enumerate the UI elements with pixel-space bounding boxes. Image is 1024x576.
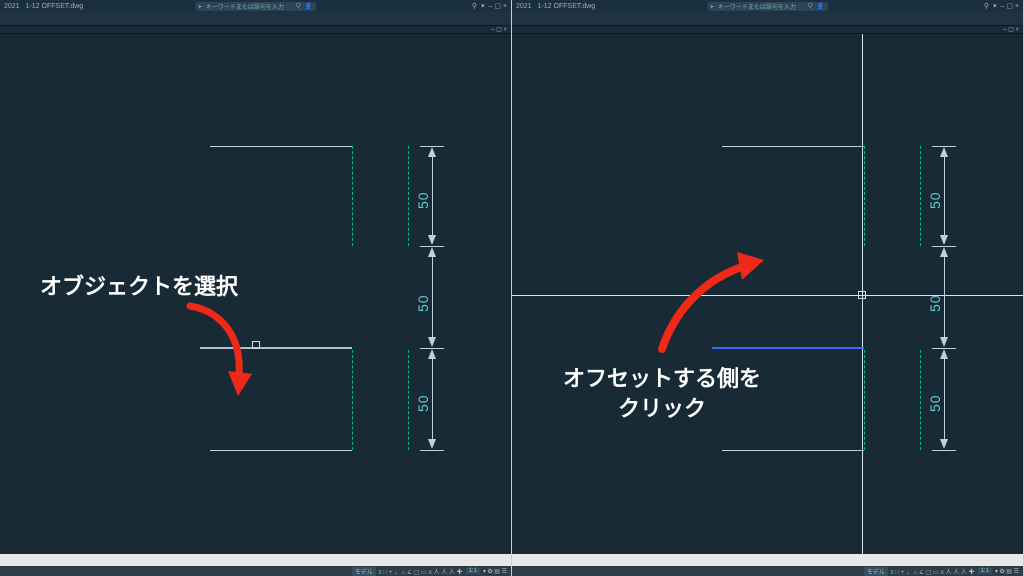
share-icon[interactable]: ⚲ xyxy=(472,2,477,10)
status-tail[interactable]: ▾ ✿ ▤ ☰ xyxy=(483,568,507,575)
search-box-r[interactable]: ▸ キーワードまたは語句を入力 Q 👤 xyxy=(707,2,828,11)
status-wrap: モデル ᎒᎒ ∷ + ∟ ⌂ ∠ ▢ ▭ ≡ 人 人 人 ✚ 1:1 ▾ ✿ ▤… xyxy=(0,554,511,576)
pickbox-cursor-r xyxy=(858,291,866,299)
search-placeholder: キーワードまたは語句を入力 xyxy=(206,2,284,11)
command-line-r[interactable] xyxy=(512,554,1023,566)
arrow-dn-2-r xyxy=(940,337,948,347)
arrow-dn-3-r xyxy=(940,439,948,449)
arrow-up-2-r xyxy=(940,247,948,257)
arrow-dn-1 xyxy=(428,235,436,245)
annotation-right: オフセットする側を クリック xyxy=(532,364,792,423)
dimline-1 xyxy=(432,149,433,243)
doc-close-r[interactable]: – ▢ × xyxy=(1003,27,1019,33)
dim-50-1-r: 50 xyxy=(927,191,943,209)
dash-v1-top-r xyxy=(864,146,865,246)
anno-r-line2: クリック xyxy=(618,396,706,421)
doc-tab-strip-r[interactable]: – ▢ × xyxy=(512,26,1023,34)
red-arrow-right xyxy=(642,254,772,364)
anno-r-line1: オフセットする側を xyxy=(563,366,761,391)
filename: 1-12 OFFSET.dwg xyxy=(26,3,84,10)
arrow-up-1 xyxy=(428,147,436,157)
status-model[interactable]: モデル xyxy=(352,567,376,576)
arrow-up-2 xyxy=(428,247,436,257)
status-scale[interactable]: 1:1 xyxy=(466,568,480,574)
search-dot: ▸ xyxy=(199,3,202,10)
dash-v2-bot-r xyxy=(920,350,921,450)
app-year-r: 2021 xyxy=(516,3,532,10)
dash-v1-bot xyxy=(352,350,353,450)
dropdown-icon-r[interactable]: ▾ xyxy=(993,2,997,10)
status-scale-r[interactable]: 1:1 xyxy=(978,568,992,574)
arrow-up-3-r xyxy=(940,349,948,359)
ribbon-r[interactable] xyxy=(512,12,1023,26)
hline-bot-r xyxy=(722,450,864,451)
share-icon-r[interactable]: ⚲ xyxy=(984,2,989,10)
tick4-r xyxy=(932,450,956,451)
dimline-3-r xyxy=(944,351,945,447)
dash-v2-bot xyxy=(408,350,409,450)
drawing-canvas-r[interactable]: 50 50 50 オフセットする側を クリック xyxy=(512,34,1023,554)
dash-v2-top-r xyxy=(920,146,921,246)
arrow-up-1-r xyxy=(940,147,948,157)
dash-v1-bot-r xyxy=(864,350,865,450)
ribbon[interactable] xyxy=(0,12,511,26)
dim-50-1: 50 xyxy=(415,191,431,209)
dimline-1-r xyxy=(944,149,945,243)
dimline-3 xyxy=(432,351,433,447)
user-icon[interactable]: 👤 xyxy=(305,3,312,10)
doc-close[interactable]: – ▢ × xyxy=(491,27,507,33)
dimline-2 xyxy=(432,249,433,345)
hline-top-r xyxy=(722,146,864,147)
dimline-2-r xyxy=(944,249,945,345)
dim-50-2-r: 50 xyxy=(927,294,943,312)
left-panel: 2021 1-12 OFFSET.dwg ▸ キーワードまたは語句を入力 Q 👤… xyxy=(0,0,512,576)
search-icon[interactable]: Q xyxy=(296,3,301,9)
titlebar: 2021 1-12 OFFSET.dwg ▸ キーワードまたは語句を入力 Q 👤… xyxy=(0,0,511,12)
search-placeholder-r: キーワードまたは語句を入力 xyxy=(718,2,796,11)
status-bar-r[interactable]: モデル ᎒᎒ ∷ + ∟ ⌂ ∠ ▢ ▭ ≡ 人 人 人 ✚ 1:1 ▾ ✿ ▤… xyxy=(512,566,1023,576)
search-icon-r[interactable]: Q xyxy=(808,3,813,9)
right-panel: 2021 1-12 OFFSET.dwg ▸ キーワードまたは語句を入力 Q 👤… xyxy=(512,0,1024,576)
arrow-dn-3 xyxy=(428,439,436,449)
arrow-dn-2 xyxy=(428,337,436,347)
dropdown-icon[interactable]: ▾ xyxy=(481,2,485,10)
dim-50-2: 50 xyxy=(415,294,431,312)
window-controls[interactable]: – ▢ × xyxy=(489,2,507,10)
tick4 xyxy=(420,450,444,451)
dim-50-3: 50 xyxy=(415,394,431,412)
window-controls-r[interactable]: – ▢ × xyxy=(1001,2,1019,10)
app-year: 2021 xyxy=(4,3,20,10)
status-model-r[interactable]: モデル xyxy=(864,567,888,576)
user-icon-r[interactable]: 👤 xyxy=(817,3,824,10)
arrow-dn-1-r xyxy=(940,235,948,245)
hline-top xyxy=(210,146,352,147)
filename-r: 1-12 OFFSET.dwg xyxy=(538,3,596,10)
status-bar[interactable]: モデル ᎒᎒ ∷ + ∟ ⌂ ∠ ▢ ▭ ≡ 人 人 人 ✚ 1:1 ▾ ✿ ▤… xyxy=(0,566,511,576)
drawing-canvas[interactable]: 50 50 50 オブジェクトを選択 xyxy=(0,34,511,554)
dash-v1-top xyxy=(352,146,353,246)
red-arrow-left xyxy=(160,296,270,406)
status-icons-r[interactable]: ᎒᎒ ∷ + ∟ ⌂ ∠ ▢ ▭ ≡ 人 人 人 ✚ xyxy=(891,567,975,576)
titlebar-r: 2021 1-12 OFFSET.dwg ▸ キーワードまたは語句を入力 Q 👤… xyxy=(512,0,1023,12)
status-icons[interactable]: ᎒᎒ ∷ + ∟ ⌂ ∠ ▢ ▭ ≡ 人 人 人 ✚ xyxy=(379,567,463,576)
dash-v2-top xyxy=(408,146,409,246)
command-line[interactable] xyxy=(0,554,511,566)
status-wrap-r: モデル ᎒᎒ ∷ + ∟ ⌂ ∠ ▢ ▭ ≡ 人 人 人 ✚ 1:1 ▾ ✿ ▤… xyxy=(512,554,1023,576)
arrow-up-3 xyxy=(428,349,436,359)
status-tail-r[interactable]: ▾ ✿ ▤ ☰ xyxy=(995,568,1019,575)
search-box[interactable]: ▸ キーワードまたは語句を入力 Q 👤 xyxy=(195,2,316,11)
hline-bot xyxy=(210,450,352,451)
dim-50-3-r: 50 xyxy=(927,394,943,412)
doc-tab-strip[interactable]: – ▢ × xyxy=(0,26,511,34)
search-dot-r: ▸ xyxy=(711,3,714,10)
